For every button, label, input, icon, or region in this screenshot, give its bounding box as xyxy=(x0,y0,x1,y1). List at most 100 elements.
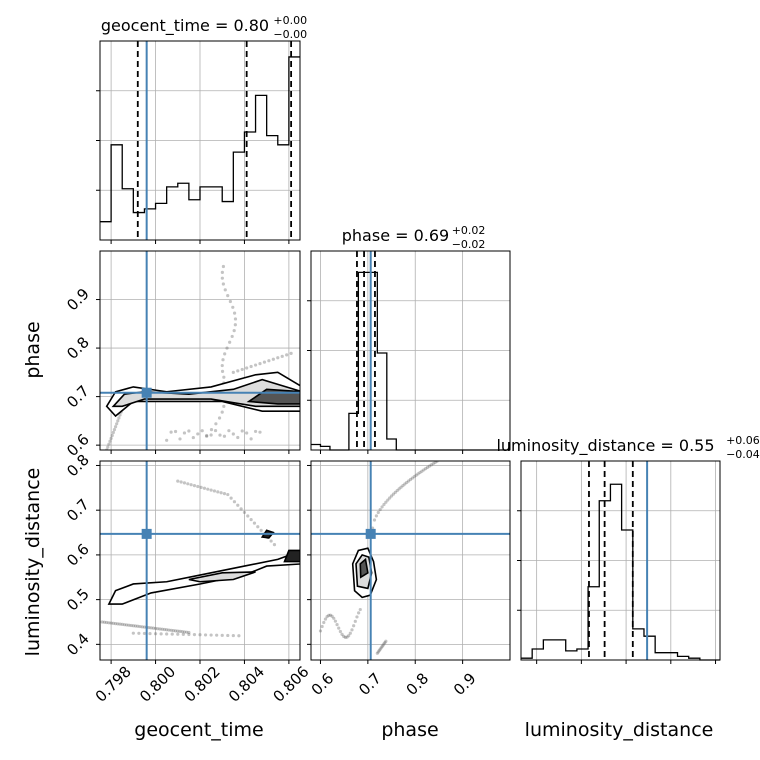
scatter-lumdist-geocent-sample-point xyxy=(178,629,182,633)
scatter-phase-geocent-sample-point xyxy=(173,429,178,434)
scatter-phase-geocent-sample-point xyxy=(249,437,253,441)
scatter-phase-geocent-sample-point xyxy=(232,329,236,333)
scatter-phase-geocent-sample-point xyxy=(220,270,224,274)
scatter-phase-geocent-sample-point xyxy=(285,353,289,357)
scatter-lumdist-phase-sample-point xyxy=(382,642,386,646)
scatter-lumdist-phase-sample-point xyxy=(318,629,323,633)
scatter-phase-geocent-truth-marker xyxy=(141,387,152,398)
scatter-phase-geocent-sample-point xyxy=(227,429,231,433)
scatter-phase-geocent-sample-point xyxy=(240,367,244,372)
scatter-lumdist-phase-sample-point xyxy=(350,628,354,632)
scatter-phase-geocent-sample-point xyxy=(117,416,121,420)
hist-luminosity-distance-title-sub: −0.04 xyxy=(726,448,760,461)
scatter-phase-geocent-sample-point xyxy=(205,434,209,438)
scatter-lumdist-geocent-sample-point xyxy=(187,630,191,635)
scatter-lumdist-geocent-sample-point xyxy=(269,539,273,543)
hist-phase-histogram xyxy=(311,271,510,451)
scatter-lumdist-geocent-sample-point xyxy=(226,492,230,497)
scatter-lumdist-geocent-sample-point xyxy=(249,517,253,522)
scatter-lumdist-geocent-sample-point xyxy=(226,633,230,638)
scatter-phase-geocent-sample-point xyxy=(267,359,271,363)
scatter-lumdist-phase-sample-point xyxy=(388,496,392,500)
scatter-phase-geocent-ytick-label: 0.9 xyxy=(63,285,93,315)
scatter-lumdist-phase-sample-point xyxy=(408,477,413,482)
scatter-phase-geocent-sample-point xyxy=(228,299,232,304)
scatter-lumdist-phase-sample-point xyxy=(374,514,378,518)
scatter-lumdist-phase-sample-point xyxy=(322,620,326,625)
scatter-lumdist-phase-sample-point xyxy=(378,507,382,512)
scatter-phase-geocent-sample-point xyxy=(221,264,226,269)
scatter-lumdist-phase-sample-point xyxy=(332,616,336,620)
scatter-lumdist-geocent-sample-point xyxy=(147,626,151,630)
scatter-lumdist-geocent-sample-point xyxy=(167,628,171,632)
scatter-phase-geocent-sample-point xyxy=(222,434,227,438)
scatter-lumdist-geocent-contour-mid xyxy=(188,571,256,583)
scatter-lumdist-phase-sample-point xyxy=(399,485,403,489)
scatter-lumdist-geocent-sample-point xyxy=(203,633,208,637)
scatter-phase-geocent-ytick-label: 0.7 xyxy=(63,382,93,412)
scatter-lumdist-geocent-sample-point xyxy=(181,632,185,636)
scatter-phase-geocent-sample-point xyxy=(205,433,209,438)
scatter-lumdist-geocent-ytick-label: 0.4 xyxy=(63,630,93,660)
scatter-lumdist-phase-sample-point xyxy=(376,650,380,654)
scatter-lumdist-geocent-sample-point xyxy=(219,491,223,495)
scatter-lumdist-phase-sample-point xyxy=(416,472,420,476)
scatter-lumdist-geocent-sample-point xyxy=(256,525,260,529)
scatter-lumdist-geocent-sample-point xyxy=(180,630,184,634)
scatter-lumdist-geocent-sample-point xyxy=(242,510,247,515)
scatter-phase-geocent-sample-point xyxy=(169,430,173,434)
scatter-lumdist-phase-sample-point xyxy=(395,488,399,493)
scatter-lumdist-phase-sample-point xyxy=(327,613,331,617)
hist-phase-title-sup: +0.02 xyxy=(452,224,486,237)
scatter-lumdist-geocent-sample-point xyxy=(140,625,144,629)
scatter-lumdist-phase-truth-marker xyxy=(365,528,376,539)
hist-phase: phase = 0.69 +0.02−0.02 xyxy=(307,224,511,454)
scatter-lumdist-phase-sample-point xyxy=(328,613,333,617)
scatter-lumdist-geocent-ytick-label: 0.5 xyxy=(63,585,93,615)
scatter-lumdist-geocent-sample-point xyxy=(149,626,153,630)
scatter-lumdist-geocent-sample-point xyxy=(272,543,277,547)
scatter-lumdist-geocent-sample-point xyxy=(142,625,147,629)
scatter-lumdist-phase-sample-point xyxy=(383,640,387,645)
scatter-lumdist-phase-frame xyxy=(310,460,511,661)
scatter-lumdist-phase-sample-point xyxy=(372,518,377,522)
scatter-lumdist-phase-sample-point xyxy=(382,502,386,507)
scatter-lumdist-geocent-sample-point xyxy=(231,633,235,638)
scatter-phase-geocent-sample-point xyxy=(182,431,187,435)
scatter-phase-geocent-sample-point xyxy=(110,433,114,438)
scatter-lumdist-geocent-sample-point xyxy=(148,631,152,636)
scatter-lumdist-geocent-sample-point xyxy=(199,485,203,489)
scatter-lumdist-geocent-sample-point xyxy=(179,480,183,484)
hist-geocent-time: geocent_time = 0.80 +0.00−0.00 xyxy=(96,14,307,244)
scatter-lumdist-phase-xtick-label: 0.8 xyxy=(403,669,433,699)
scatter-lumdist-phase-sample-point xyxy=(410,476,414,480)
scatter-lumdist-phase-sample-point xyxy=(335,622,339,627)
scatter-phase-geocent-sample-point xyxy=(116,419,120,423)
scatter-lumdist-geocent-xtick-label: 0.804 xyxy=(225,663,268,706)
scatter-lumdist-phase-sample-point xyxy=(384,639,388,643)
scatter-lumdist-phase-sample-point xyxy=(405,480,409,485)
scatter-lumdist-geocent-sample-point xyxy=(170,632,174,636)
scatter-lumdist-geocent-sample-point xyxy=(185,630,189,634)
scatter-phase-geocent-sample-point xyxy=(228,340,232,344)
scatter-lumdist-phase-sample-point xyxy=(380,505,384,509)
scatter-lumdist-phase-sample-point xyxy=(386,498,390,502)
scatter-lumdist-phase-sample-point xyxy=(348,631,352,635)
scatter-phase-geocent-sample-point xyxy=(258,430,262,434)
scatter-phase-geocent-sample-point xyxy=(115,422,119,426)
scatter-lumdist-geocent-sample-point xyxy=(102,620,107,624)
scatter-lumdist-phase-sample-point xyxy=(357,611,361,615)
scatter-lumdist-geocent-sample-point xyxy=(162,627,167,632)
scatter-lumdist-phase-sample-point xyxy=(397,487,401,491)
scatter-lumdist-phase-sample-point xyxy=(420,469,424,473)
scatter-phase-geocent-ytick-label: 0.8 xyxy=(63,333,93,363)
hist-geocent-time-title-sup: +0.00 xyxy=(273,14,307,27)
scatter-phase-geocent-sample-point xyxy=(230,334,234,339)
hist-geocent-time-frame xyxy=(99,40,301,241)
scatter-lumdist-geocent-sample-point xyxy=(109,621,113,625)
scatter-lumdist-phase-sample-point xyxy=(379,646,383,650)
scatter-lumdist-geocent-xtick-label: 0.798 xyxy=(92,663,135,706)
scatter-phase-geocent-sample-point xyxy=(223,288,227,292)
scatter-lumdist-phase-sample-point xyxy=(407,479,411,483)
scatter-lumdist-phase-sample-point xyxy=(330,614,334,618)
